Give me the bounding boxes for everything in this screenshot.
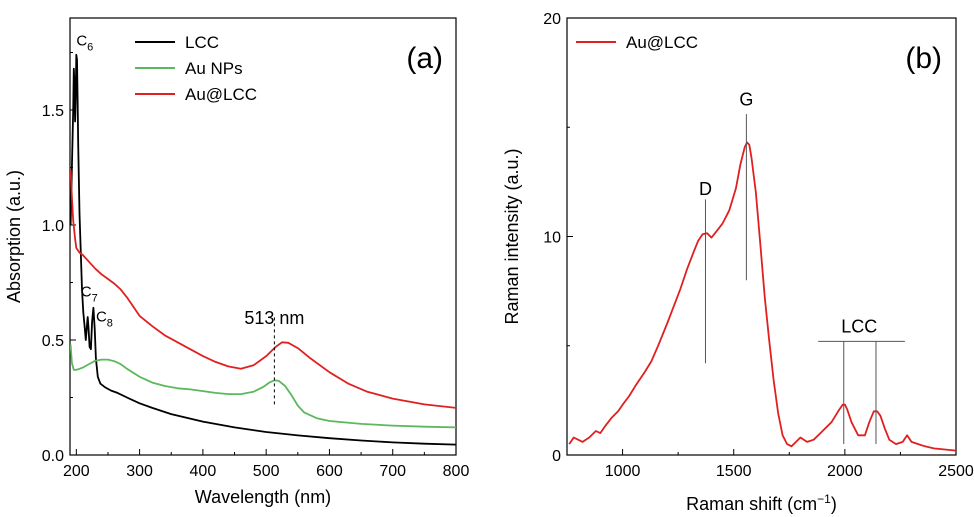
legend-label: Au@LCC xyxy=(185,85,257,104)
annotation-label: D xyxy=(699,179,712,199)
x-tick-label: 200 xyxy=(63,463,90,480)
annotation-subscript: 6 xyxy=(87,42,93,54)
y-tick-label: 0 xyxy=(552,448,561,465)
panel-a-uv-vis-chart: 200 300 400 500 600 700 800 0.0 0.5 1.0 1.5 Wavelen… xyxy=(4,17,470,507)
x-tick-label: 800 xyxy=(443,463,470,480)
x-axis-label: Wavelength (nm) xyxy=(195,487,331,507)
x-tick-label: 700 xyxy=(379,463,406,480)
series-line-au-nps xyxy=(70,344,456,429)
series-line-au-lcc xyxy=(568,141,956,452)
x-tick-label: 400 xyxy=(190,463,217,480)
annotation-label: LCC xyxy=(841,317,877,337)
panel-label: (b) xyxy=(905,42,942,75)
y-tick-label: 0.0 xyxy=(42,448,64,465)
y-tick-label: 1.5 xyxy=(42,103,64,120)
y-tick-label: 0.5 xyxy=(42,333,64,350)
y-tick-label: 20 xyxy=(543,11,561,28)
plot-frame xyxy=(69,17,457,456)
legend-label: Au@LCC xyxy=(626,33,698,52)
y-axis-label: Raman intensity (a.u.) xyxy=(502,148,522,324)
x-tick-label: 300 xyxy=(126,463,153,480)
legend-label: LCC xyxy=(185,33,219,52)
panel-b-raman-chart: 1000 1500 2000 2500 0 10 20 Raman shift (cm−1) R… xyxy=(502,11,974,514)
x-tick-label: 2500 xyxy=(938,463,974,480)
annotation-label: G xyxy=(739,89,753,109)
y-axis-label: Absorption (a.u.) xyxy=(4,170,24,303)
y-tick-label: 1.0 xyxy=(42,218,64,235)
plot-frame xyxy=(566,17,957,456)
annotation-label: 513 nm xyxy=(244,308,304,328)
annotation-label: C6 xyxy=(76,33,93,54)
x-tick-label: 2000 xyxy=(827,463,863,480)
annotation-subscript: 7 xyxy=(92,292,98,304)
x-tick-label: 1000 xyxy=(605,463,641,480)
panel-label: (a) xyxy=(406,42,443,75)
series-line-au-lcc xyxy=(70,169,456,409)
annotation-subscript: 8 xyxy=(107,318,113,330)
x-axis-label-close: ) xyxy=(831,494,837,514)
y-tick-label: 10 xyxy=(543,230,561,247)
legend-label: Au NPs xyxy=(185,59,243,78)
annotation-label: C8 xyxy=(96,309,113,330)
x-tick-label: 600 xyxy=(316,463,343,480)
x-tick-label: 1500 xyxy=(716,463,752,480)
x-tick-label: 500 xyxy=(253,463,280,480)
x-axis-label: Raman shift (cm−1) xyxy=(686,492,837,514)
series-line-lcc xyxy=(70,53,456,446)
x-axis-label-superscript: −1 xyxy=(817,492,831,506)
